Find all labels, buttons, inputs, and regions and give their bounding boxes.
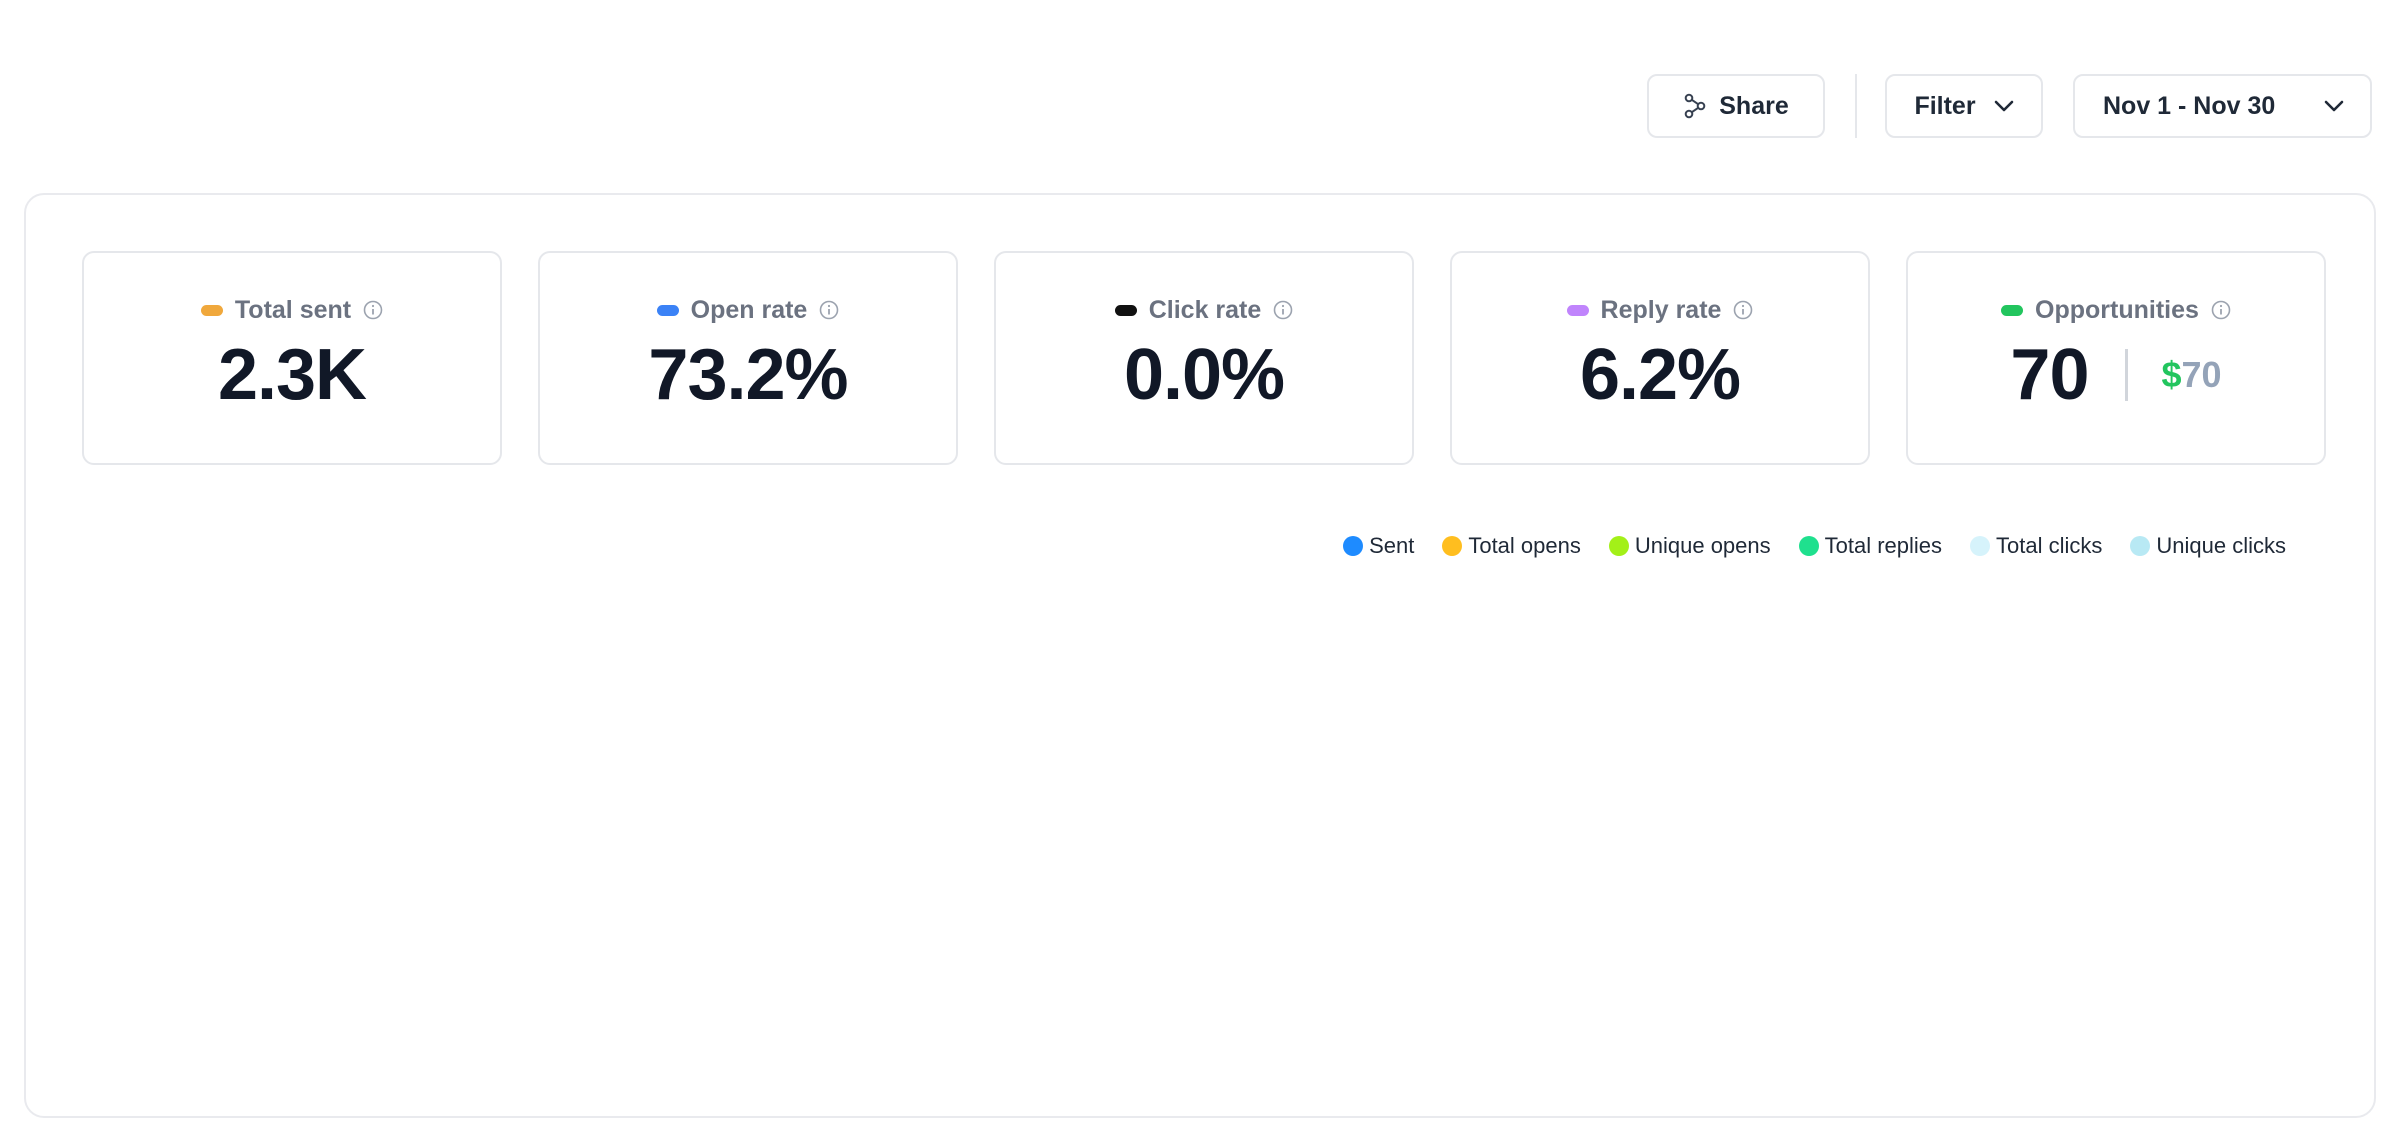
metric-card-click-rate: Click rate 0.0%	[994, 251, 1414, 465]
legend-item-unique-clicks[interactable]: Unique clicks	[2130, 533, 2286, 559]
metric-value: 73.2%	[648, 335, 848, 415]
currency-symbol: $	[2161, 354, 2182, 395]
legend-item-total-opens[interactable]: Total opens	[1442, 533, 1581, 559]
info-icon[interactable]	[363, 300, 383, 320]
metric-label: Reply rate	[1600, 295, 1722, 324]
metric-value: 2.3K	[217, 335, 367, 415]
metric-card-total-sent: Total sent 2.3K	[82, 251, 502, 465]
metric-card-reply-rate: Reply rate 6.2%	[1450, 251, 1870, 465]
total-sent-color-marker	[200, 304, 223, 316]
share-icon	[1684, 93, 1706, 119]
date-range-select[interactable]: Nov 1 - Nov 30	[2073, 74, 2372, 138]
open-rate-color-marker	[656, 304, 679, 316]
metric-label: Click rate	[1148, 295, 1262, 324]
legend-label: Total clicks	[1996, 533, 2103, 558]
value-divider	[2124, 349, 2128, 401]
filter-button[interactable]: Filter	[1885, 74, 2043, 138]
toolbar-divider	[1855, 74, 1857, 138]
share-button[interactable]: Share	[1647, 74, 1825, 138]
opportunities-color-marker	[2001, 304, 2024, 316]
metric-label: Open rate	[690, 295, 808, 324]
metric-value: 0.0%	[1123, 335, 1285, 415]
metric-value: 6.2%	[1579, 335, 1741, 415]
opportunity-amount: 70	[2181, 354, 2222, 395]
reply-rate-color-marker	[1566, 304, 1589, 316]
metric-value: 70	[2010, 335, 2089, 415]
legend-dot	[1343, 536, 1364, 556]
metric-cards: Total sent 2.3K Open rate 73.2% Click ra…	[82, 251, 2326, 465]
legend-label: Unique clicks	[2156, 533, 2286, 558]
legend-dot	[1970, 536, 1991, 556]
click-rate-color-marker	[1114, 304, 1137, 316]
legend-label: Unique opens	[1634, 533, 1771, 558]
legend-label: Sent	[1369, 533, 1415, 558]
toolbar: Share Filter Nov 1 - Nov 30	[1647, 72, 2372, 140]
info-icon[interactable]	[1273, 300, 1293, 320]
metric-label: Total sent	[234, 295, 352, 324]
legend-item-total-replies[interactable]: Total replies	[1798, 533, 1943, 559]
legend-label: Total opens	[1468, 533, 1581, 558]
legend-item-total-clicks[interactable]: Total clicks	[1970, 533, 2102, 559]
legend-item-unique-opens[interactable]: Unique opens	[1608, 533, 1771, 559]
metric-card-open-rate: Open rate 73.2%	[538, 251, 958, 465]
analytics-panel: Total sent 2.3K Open rate 73.2% Click ra…	[24, 193, 2376, 1118]
legend-dot	[1798, 536, 1819, 556]
info-icon[interactable]	[819, 300, 839, 320]
info-icon[interactable]	[2211, 300, 2231, 320]
legend-dot	[2130, 536, 2151, 556]
legend-dot	[1608, 536, 1629, 556]
date-range-label: Nov 1 - Nov 30	[2103, 91, 2276, 120]
chevron-down-icon	[2324, 100, 2344, 112]
filter-label: Filter	[1914, 91, 1976, 120]
share-label: Share	[1719, 91, 1789, 120]
chevron-down-icon	[1994, 100, 2013, 112]
metric-card-opportunities: Opportunities 70 $ 70	[1906, 251, 2326, 465]
info-icon[interactable]	[1733, 300, 1753, 320]
legend-dot	[1442, 536, 1463, 556]
metric-label: Opportunities	[2035, 295, 2199, 324]
chart-legend: Sent Total opens Unique opens Total repl…	[1343, 533, 2286, 559]
legend-item-sent[interactable]: Sent	[1343, 533, 1414, 559]
legend-label: Total replies	[1824, 533, 1943, 558]
